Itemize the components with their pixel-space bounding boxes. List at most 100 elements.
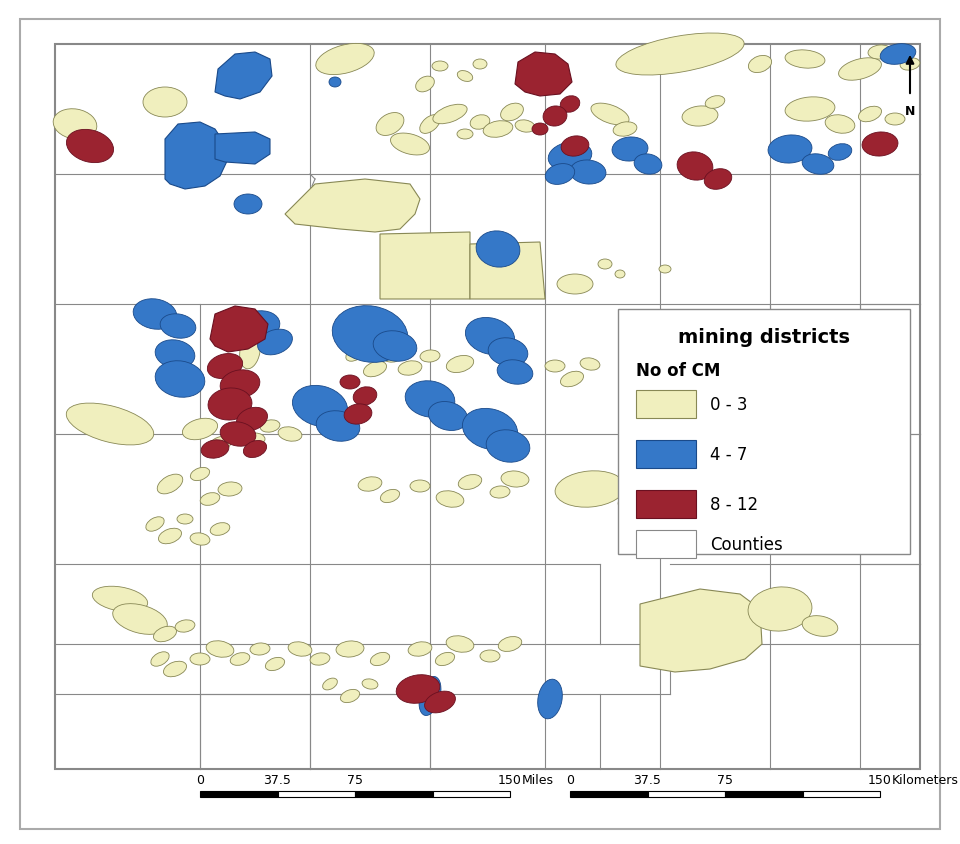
Polygon shape xyxy=(640,589,762,672)
Ellipse shape xyxy=(803,616,838,636)
Text: Counties: Counties xyxy=(710,535,782,554)
Ellipse shape xyxy=(257,330,293,355)
Ellipse shape xyxy=(332,306,408,363)
Ellipse shape xyxy=(432,62,448,72)
Ellipse shape xyxy=(710,356,730,369)
Ellipse shape xyxy=(420,116,441,134)
Ellipse shape xyxy=(635,154,661,175)
Ellipse shape xyxy=(543,107,567,127)
Ellipse shape xyxy=(66,403,154,446)
Polygon shape xyxy=(285,180,420,233)
Ellipse shape xyxy=(839,59,881,81)
Ellipse shape xyxy=(410,480,430,492)
Ellipse shape xyxy=(175,620,195,632)
Bar xyxy=(636,391,696,419)
Ellipse shape xyxy=(234,195,262,214)
Bar xyxy=(636,441,696,468)
Ellipse shape xyxy=(143,88,187,118)
Ellipse shape xyxy=(591,104,629,126)
Bar xyxy=(55,45,920,769)
Polygon shape xyxy=(210,306,268,353)
Ellipse shape xyxy=(396,675,440,703)
Ellipse shape xyxy=(516,121,535,133)
Text: N: N xyxy=(905,105,915,118)
Ellipse shape xyxy=(208,436,231,452)
Ellipse shape xyxy=(220,371,260,398)
Ellipse shape xyxy=(500,104,523,122)
Ellipse shape xyxy=(805,448,854,484)
Ellipse shape xyxy=(436,652,455,666)
Ellipse shape xyxy=(260,420,280,433)
Ellipse shape xyxy=(486,430,530,463)
Ellipse shape xyxy=(473,60,487,70)
Ellipse shape xyxy=(842,356,877,377)
Ellipse shape xyxy=(665,317,725,362)
Ellipse shape xyxy=(146,517,164,532)
Ellipse shape xyxy=(708,365,752,394)
Ellipse shape xyxy=(874,345,897,360)
Ellipse shape xyxy=(376,113,404,136)
Ellipse shape xyxy=(329,78,341,88)
Ellipse shape xyxy=(480,650,500,663)
Ellipse shape xyxy=(768,136,812,164)
Ellipse shape xyxy=(405,381,455,418)
Bar xyxy=(636,530,696,559)
Bar xyxy=(200,791,277,797)
Ellipse shape xyxy=(768,468,812,491)
Ellipse shape xyxy=(420,677,441,716)
Ellipse shape xyxy=(278,427,301,441)
Ellipse shape xyxy=(862,133,898,157)
Ellipse shape xyxy=(718,465,742,479)
Ellipse shape xyxy=(679,335,721,358)
Ellipse shape xyxy=(612,138,648,162)
Bar xyxy=(277,791,355,797)
Ellipse shape xyxy=(316,45,374,75)
Ellipse shape xyxy=(880,45,916,65)
Ellipse shape xyxy=(826,116,854,134)
Ellipse shape xyxy=(245,434,265,446)
Text: No of CM: No of CM xyxy=(636,361,720,380)
Ellipse shape xyxy=(341,690,360,703)
Ellipse shape xyxy=(151,652,169,667)
Ellipse shape xyxy=(538,679,563,719)
Ellipse shape xyxy=(545,165,575,185)
Ellipse shape xyxy=(466,318,515,355)
Ellipse shape xyxy=(548,143,591,171)
Ellipse shape xyxy=(748,587,812,631)
Ellipse shape xyxy=(157,474,182,495)
Ellipse shape xyxy=(244,441,267,458)
Ellipse shape xyxy=(428,402,468,431)
Bar xyxy=(636,490,696,518)
Ellipse shape xyxy=(373,332,417,362)
Ellipse shape xyxy=(749,57,772,73)
Ellipse shape xyxy=(158,528,181,544)
Ellipse shape xyxy=(900,59,920,71)
Ellipse shape xyxy=(202,441,228,458)
Text: 0: 0 xyxy=(566,773,574,786)
Bar xyxy=(725,791,803,797)
Ellipse shape xyxy=(557,274,593,295)
Ellipse shape xyxy=(705,170,732,190)
Bar xyxy=(618,310,910,555)
Ellipse shape xyxy=(868,46,892,60)
Ellipse shape xyxy=(220,422,256,446)
Ellipse shape xyxy=(154,626,177,642)
Polygon shape xyxy=(165,123,228,190)
Ellipse shape xyxy=(446,636,474,652)
Ellipse shape xyxy=(580,359,600,371)
Ellipse shape xyxy=(570,160,606,185)
Ellipse shape xyxy=(380,350,400,363)
Ellipse shape xyxy=(380,490,399,503)
Ellipse shape xyxy=(160,315,196,338)
Ellipse shape xyxy=(498,637,521,652)
Ellipse shape xyxy=(236,311,279,342)
Text: 75: 75 xyxy=(347,773,363,786)
Text: mining districts: mining districts xyxy=(678,327,850,347)
Text: Miles: Miles xyxy=(522,773,554,786)
Ellipse shape xyxy=(545,360,565,372)
Ellipse shape xyxy=(53,110,97,140)
Ellipse shape xyxy=(677,153,713,181)
Polygon shape xyxy=(215,133,270,165)
Ellipse shape xyxy=(501,472,529,488)
Text: 150: 150 xyxy=(498,773,522,786)
